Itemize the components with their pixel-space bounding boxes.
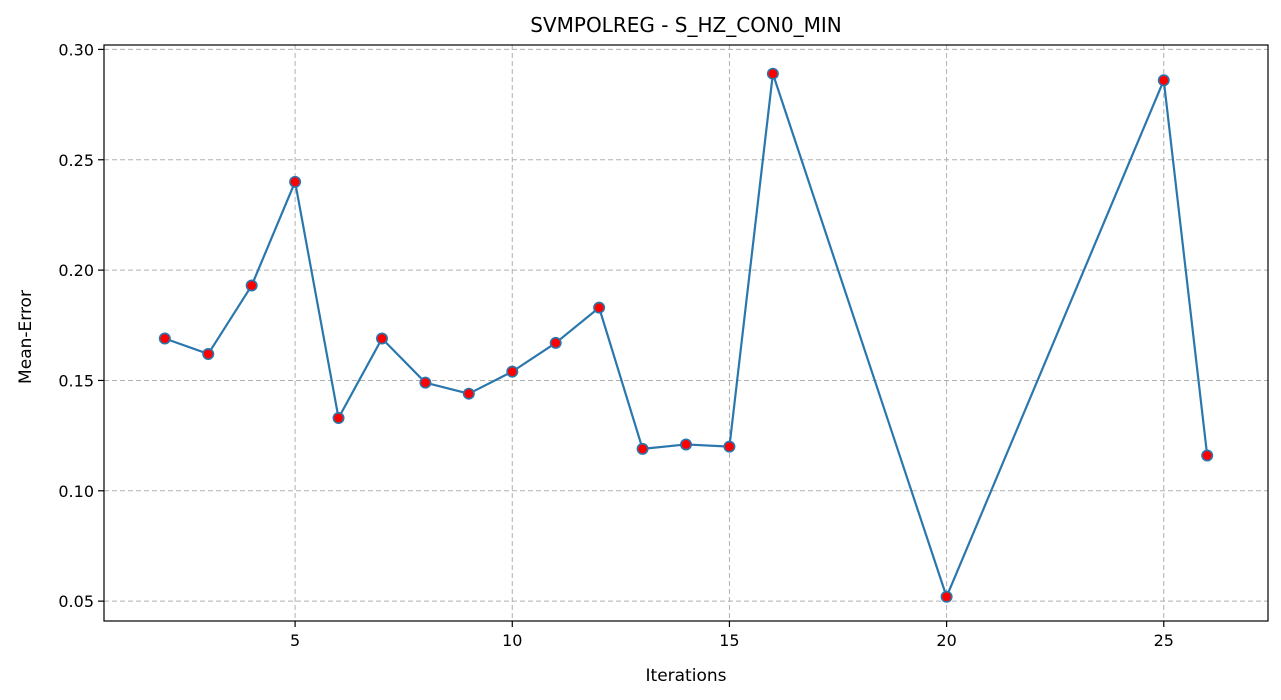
y-tick-label: 0.15 bbox=[58, 371, 94, 390]
data-point bbox=[506, 365, 519, 378]
y-tick-label: 0.25 bbox=[58, 151, 94, 170]
data-point bbox=[549, 336, 562, 349]
y-tick-label: 0.20 bbox=[58, 261, 94, 280]
data-point bbox=[723, 440, 736, 453]
y-tick-label: 0.30 bbox=[58, 40, 94, 59]
data-point bbox=[158, 332, 171, 345]
data-point bbox=[289, 175, 302, 188]
x-tick-label: 10 bbox=[502, 631, 522, 650]
data-point bbox=[766, 67, 779, 80]
x-tick-label: 15 bbox=[719, 631, 739, 650]
data-point bbox=[636, 442, 649, 455]
y-tick-label: 0.05 bbox=[58, 592, 94, 611]
data-point bbox=[202, 347, 215, 360]
data-point bbox=[419, 376, 432, 389]
series-line-layer bbox=[164, 72, 1209, 598]
x-tick-label: 25 bbox=[1154, 631, 1174, 650]
data-point bbox=[462, 387, 475, 400]
x-axis: 5 10 15 20 25 bbox=[290, 621, 1174, 650]
x-tick-label: 20 bbox=[936, 631, 956, 650]
data-point bbox=[593, 301, 606, 314]
data-point bbox=[1201, 449, 1214, 462]
data-point bbox=[1157, 74, 1170, 87]
data-point bbox=[679, 438, 692, 451]
data-point bbox=[375, 332, 388, 345]
x-axis-label: Iterations bbox=[646, 666, 727, 686]
y-tick-label: 0.10 bbox=[58, 482, 94, 501]
grid bbox=[104, 45, 1268, 621]
plot-frame bbox=[103, 44, 1269, 622]
y-axis-label: Mean-Error bbox=[16, 290, 36, 384]
x-tick-label: 5 bbox=[290, 631, 300, 650]
data-point bbox=[245, 279, 258, 292]
y-axis: 0.05 0.10 0.15 0.20 0.25 0.30 bbox=[58, 40, 104, 611]
chart-title: SVMPOLREG - S_HZ_CON0_MIN bbox=[530, 13, 841, 37]
markers bbox=[158, 67, 1214, 603]
data-point bbox=[940, 590, 953, 603]
data-point bbox=[332, 411, 345, 424]
series-line bbox=[164, 72, 1209, 598]
